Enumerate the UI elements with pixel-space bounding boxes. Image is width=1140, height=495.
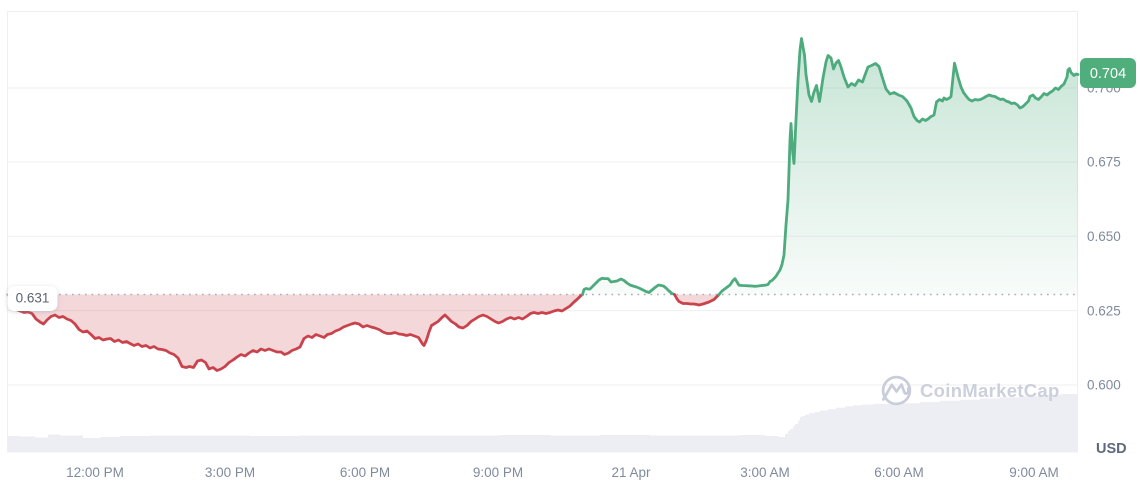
svg-text:12:00 PM: 12:00 PM	[66, 465, 124, 480]
svg-text:6:00 AM: 6:00 AM	[874, 465, 924, 480]
svg-text:6:00 PM: 6:00 PM	[340, 465, 390, 480]
svg-text:9:00 AM: 9:00 AM	[1009, 465, 1059, 480]
svg-text:0.650: 0.650	[1087, 229, 1121, 244]
svg-text:21 Apr: 21 Apr	[611, 465, 651, 480]
svg-text:9:00 PM: 9:00 PM	[473, 465, 523, 480]
svg-text:0.675: 0.675	[1087, 155, 1121, 170]
svg-text:0.600: 0.600	[1087, 378, 1121, 393]
svg-text:USD: USD	[1096, 441, 1127, 457]
svg-text:0.625: 0.625	[1087, 303, 1121, 318]
svg-text:0.704: 0.704	[1090, 66, 1126, 82]
svg-text:3:00 AM: 3:00 AM	[740, 465, 790, 480]
svg-text:0.631: 0.631	[16, 291, 50, 306]
svg-text:3:00 PM: 3:00 PM	[205, 465, 255, 480]
svg-text:CoinMarketCap: CoinMarketCap	[920, 380, 1060, 401]
